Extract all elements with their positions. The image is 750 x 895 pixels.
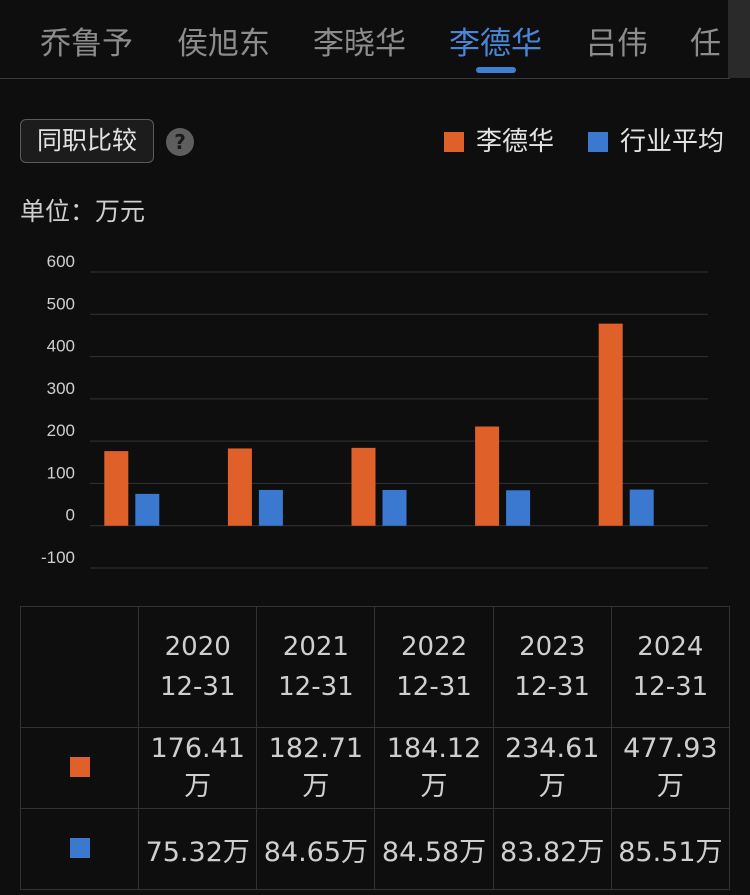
active-tab-indicator bbox=[476, 67, 516, 73]
table-cell: 176.41万 bbox=[138, 727, 258, 809]
bar-industry-2024-12-31[interactable] bbox=[629, 489, 654, 526]
tab-scroll-edge bbox=[728, 0, 750, 78]
row-swatch-orange bbox=[69, 756, 90, 777]
table-cell: 75.32万 bbox=[138, 808, 258, 890]
table-corner-cell bbox=[19, 606, 140, 728]
header-date: 12-31 bbox=[278, 672, 354, 702]
bar-person-2024-12-31[interactable] bbox=[598, 323, 623, 526]
bar-industry-2020-12-31[interactable] bbox=[135, 493, 160, 526]
bar-industry-2021-12-31[interactable] bbox=[258, 489, 283, 526]
bar-person-2023-12-31[interactable] bbox=[475, 426, 500, 526]
tab-li-xiaohua[interactable]: 李晓华 bbox=[313, 26, 406, 62]
y-tick-label: 0 bbox=[66, 506, 75, 525]
legend-item-industry: 行业平均 bbox=[588, 126, 724, 158]
row-swatch-cell bbox=[19, 727, 140, 809]
salary-table: 2020 12-31 2021 12-31 2022 12-31 2023 12-31 … bbox=[19, 606, 731, 890]
tab-hou-xudong[interactable]: 侯旭东 bbox=[177, 26, 270, 62]
header-year: 2021 bbox=[282, 632, 349, 662]
y-tick-label: 400 bbox=[47, 337, 75, 356]
legend-swatch-blue bbox=[588, 132, 608, 152]
header-date: 12-31 bbox=[514, 672, 590, 702]
header-year: 2020 bbox=[164, 632, 231, 662]
table-header-cell: 2024 12-31 bbox=[610, 606, 731, 728]
table-header-cell: 2022 12-31 bbox=[374, 606, 494, 728]
table-header-cell: 2021 12-31 bbox=[256, 606, 376, 728]
bar-industry-2023-12-31[interactable] bbox=[506, 490, 531, 526]
table-cell: 477.93万 bbox=[610, 727, 731, 809]
bar-person-2022-12-31[interactable] bbox=[351, 447, 376, 526]
table-cell: 85.51万 bbox=[610, 808, 731, 890]
tab-qiao-luyu[interactable]: 乔鲁予 bbox=[40, 26, 133, 62]
y-tick-label: 600 bbox=[47, 252, 75, 271]
legend-label-industry: 行业平均 bbox=[620, 127, 725, 157]
tab-ren[interactable]: 任 bbox=[690, 26, 721, 62]
tab-lv-wei[interactable]: 吕伟 bbox=[586, 26, 648, 62]
y-tick-label: 100 bbox=[47, 463, 75, 482]
y-tick-label: 300 bbox=[47, 379, 75, 398]
bar-industry-2022-12-31[interactable] bbox=[382, 489, 407, 526]
row-swatch-cell bbox=[19, 808, 140, 890]
table-cell: 184.12万 bbox=[374, 727, 494, 809]
table-row: 75.32万 84.65万 84.58万 83.82万 85.51万 bbox=[19, 808, 731, 890]
unit-label: 单位：万元 bbox=[20, 197, 146, 226]
y-tick-label: 500 bbox=[47, 294, 75, 313]
header-year: 2022 bbox=[400, 632, 468, 662]
peer-compare-button[interactable]: 同职比较 bbox=[20, 119, 154, 163]
header-date: 12-31 bbox=[632, 672, 709, 702]
header-year: 2024 bbox=[637, 632, 704, 662]
table-cell: 84.65万 bbox=[256, 808, 376, 890]
person-tabs: 乔鲁予 侯旭东 李晓华 李德华 吕伟 任 bbox=[0, 0, 730, 79]
table-cell: 182.71万 bbox=[256, 727, 376, 809]
legend-swatch-orange bbox=[444, 132, 464, 152]
table-cell: 234.61万 bbox=[492, 727, 612, 809]
row-swatch-blue bbox=[69, 837, 90, 858]
header-date: 12-31 bbox=[159, 672, 236, 702]
table-header-row: 2020 12-31 2021 12-31 2022 12-31 2023 12-31 … bbox=[19, 606, 731, 728]
table-header-cell: 2020 12-31 bbox=[138, 606, 258, 728]
table-cell: 83.82万 bbox=[492, 808, 612, 890]
y-tick-label: -100 bbox=[41, 548, 75, 567]
header-date: 12-31 bbox=[396, 672, 472, 702]
question-circle-icon[interactable]: ? bbox=[166, 128, 194, 156]
legend-label-person: 李德华 bbox=[476, 127, 555, 157]
table-row: 176.41万 182.71万 184.12万 234.61万 477.93万 bbox=[19, 727, 731, 809]
tab-li-dehua[interactable]: 李德华 bbox=[449, 26, 542, 62]
bar-person-2021-12-31[interactable] bbox=[227, 448, 252, 526]
table-header-cell: 2023 12-31 bbox=[492, 606, 612, 728]
header-year: 2023 bbox=[519, 632, 586, 662]
y-tick-label: 200 bbox=[47, 421, 75, 440]
legend-item-person: 李德华 bbox=[444, 126, 554, 158]
salary-bar-chart: 600 500 400 300 200 100 0 -100 bbox=[41, 252, 708, 569]
table-cell: 84.58万 bbox=[374, 808, 494, 890]
bar-person-2020-12-31[interactable] bbox=[104, 451, 129, 526]
